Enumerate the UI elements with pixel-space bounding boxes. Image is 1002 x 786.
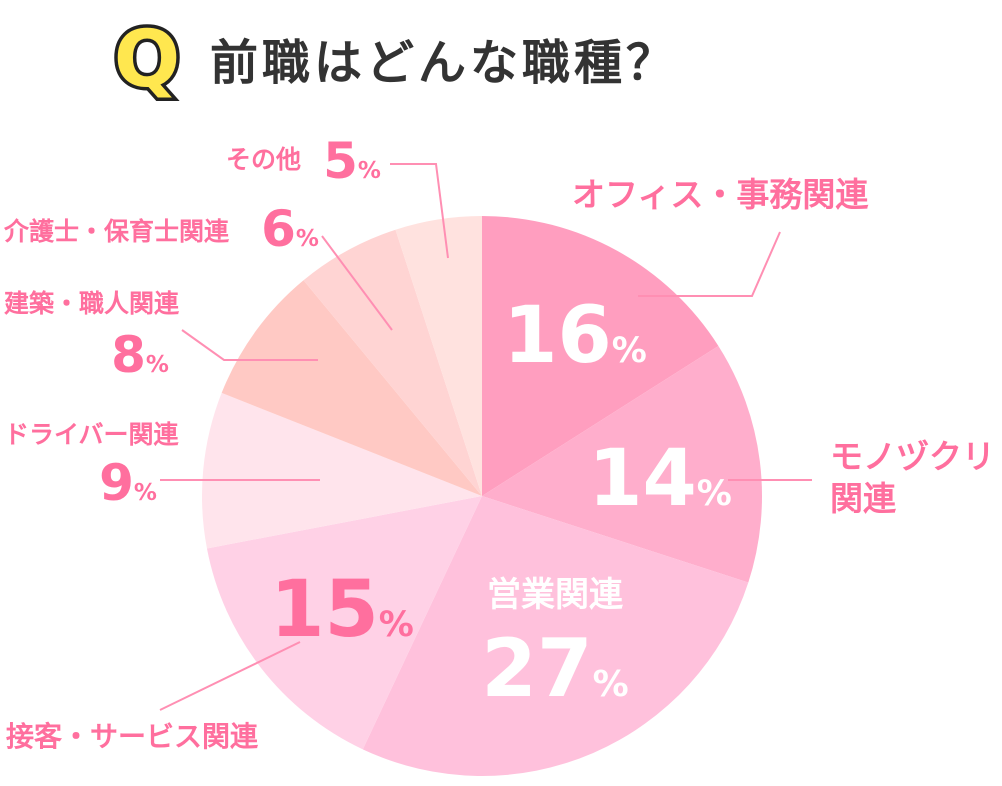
pie-slice-service [206,496,482,750]
pie-slice-manufacturing [482,345,763,583]
pct-label-service: 15% [270,565,414,655]
chart-title: 前職はどんな職種？ [210,35,678,91]
pie-slice-office [482,216,719,496]
category-label-office: オフィス・事務関連 [572,175,869,214]
pct-label-driver: 9% [99,454,157,512]
leader-line-construction [181,329,318,361]
leader-line-care [321,235,393,331]
pie-slice-other [395,216,482,496]
pie-slice-sales [362,496,749,777]
category-label-other: その他 [226,145,301,174]
pct-label-office: 16% [503,291,647,381]
pct-label-manufacturing: 14% [588,434,732,524]
category-label-driver: ドライバー関連 [4,420,180,449]
pie-slice-care [303,229,482,496]
pie-slice-construction [221,280,482,496]
leader-line-other [390,163,449,259]
leader-lines [159,163,812,711]
pie-slice-driver [201,392,482,549]
leader-line-service [159,641,301,711]
chart-header: Q 前職はどんな職種？ [110,12,678,109]
q-mark: Q [114,15,180,105]
pct-label-sales: 27% [481,622,628,715]
category-label-care: 介護士・保育士関連 [3,217,230,246]
pct-label-other: 5% [323,132,381,190]
category-label-construction: 建築・職人関連 [4,289,180,318]
leader-line-office [638,231,781,297]
category-label-manufacturing: モノヅクリ関連 [830,437,995,518]
category-label-service: 接客・サービス関連 [6,720,259,753]
pie-slices [201,216,763,777]
pct-label-care: 6% [261,200,319,258]
pct-label-construction: 8% [111,326,169,384]
category-label-sales: 営業関連 [487,575,624,615]
